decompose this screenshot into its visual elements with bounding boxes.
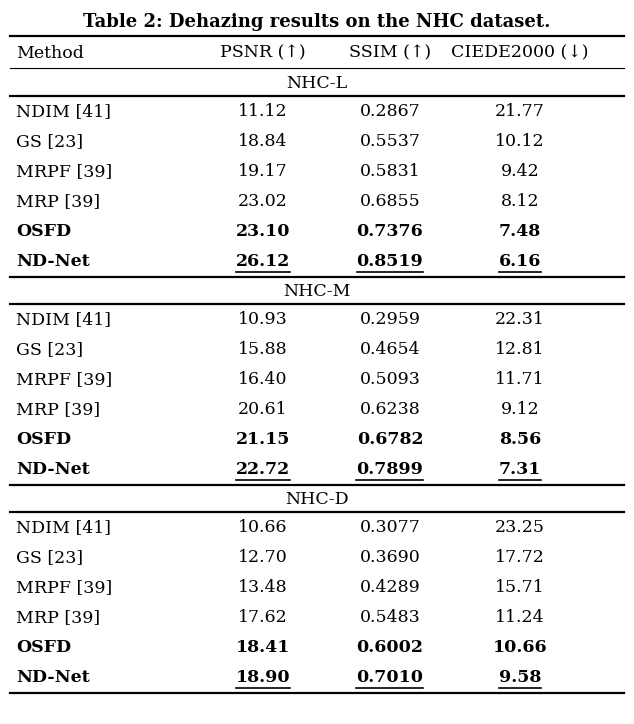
Text: 11.24: 11.24 bbox=[495, 610, 545, 626]
Text: 9.58: 9.58 bbox=[499, 670, 541, 686]
Text: 17.62: 17.62 bbox=[238, 610, 288, 626]
Text: 10.12: 10.12 bbox=[495, 133, 545, 151]
Text: 0.4289: 0.4289 bbox=[359, 579, 420, 597]
Text: 0.2867: 0.2867 bbox=[359, 104, 420, 120]
Text: 23.02: 23.02 bbox=[238, 193, 288, 211]
Text: 21.15: 21.15 bbox=[236, 432, 290, 448]
Text: NDIM [41]: NDIM [41] bbox=[16, 104, 111, 120]
Text: 0.6238: 0.6238 bbox=[359, 402, 420, 418]
Text: NDIM [41]: NDIM [41] bbox=[16, 311, 111, 329]
Text: 0.5537: 0.5537 bbox=[359, 133, 420, 151]
Text: 9.12: 9.12 bbox=[500, 402, 540, 418]
Text: OSFD: OSFD bbox=[16, 639, 71, 657]
Text: 18.84: 18.84 bbox=[238, 133, 288, 151]
Text: 0.2959: 0.2959 bbox=[359, 311, 420, 329]
Text: 15.88: 15.88 bbox=[238, 342, 288, 358]
Text: 11.12: 11.12 bbox=[238, 104, 288, 120]
Text: ND-Net: ND-Net bbox=[16, 461, 89, 479]
Text: PSNR (↑): PSNR (↑) bbox=[220, 44, 306, 62]
Text: 19.17: 19.17 bbox=[238, 164, 288, 180]
Text: GS [23]: GS [23] bbox=[16, 550, 83, 566]
Text: 18.41: 18.41 bbox=[236, 639, 290, 657]
Text: 0.5483: 0.5483 bbox=[359, 610, 420, 626]
Text: 23.10: 23.10 bbox=[236, 224, 290, 240]
Text: CIEDE2000 (↓): CIEDE2000 (↓) bbox=[451, 44, 588, 62]
Text: GS [23]: GS [23] bbox=[16, 342, 83, 358]
Text: SSIM (↑): SSIM (↑) bbox=[349, 44, 431, 62]
Text: 23.25: 23.25 bbox=[495, 520, 545, 536]
Text: 12.70: 12.70 bbox=[238, 550, 288, 566]
Text: 21.77: 21.77 bbox=[495, 104, 545, 120]
Text: MRP [39]: MRP [39] bbox=[16, 610, 100, 626]
Text: 22.72: 22.72 bbox=[236, 461, 290, 479]
Text: MRPF [39]: MRPF [39] bbox=[16, 371, 112, 389]
Text: 7.31: 7.31 bbox=[499, 461, 541, 479]
Text: 20.61: 20.61 bbox=[238, 402, 288, 418]
Text: 9.42: 9.42 bbox=[500, 164, 540, 180]
Text: 0.6855: 0.6855 bbox=[359, 193, 420, 211]
Text: 0.7010: 0.7010 bbox=[356, 670, 424, 686]
Text: 0.5093: 0.5093 bbox=[359, 371, 420, 389]
Text: 0.4654: 0.4654 bbox=[359, 342, 420, 358]
Text: 6.16: 6.16 bbox=[499, 253, 541, 271]
Text: ND-Net: ND-Net bbox=[16, 670, 89, 686]
Text: 10.66: 10.66 bbox=[238, 520, 288, 536]
Text: 0.6002: 0.6002 bbox=[356, 639, 424, 657]
Text: NHC-M: NHC-M bbox=[283, 282, 351, 300]
Text: NHC-D: NHC-D bbox=[285, 490, 349, 508]
Text: 26.12: 26.12 bbox=[236, 253, 290, 271]
Text: 18.90: 18.90 bbox=[236, 670, 290, 686]
Text: GS [23]: GS [23] bbox=[16, 133, 83, 151]
Text: MRPF [39]: MRPF [39] bbox=[16, 579, 112, 597]
Text: 0.8519: 0.8519 bbox=[356, 253, 424, 271]
Text: NHC-L: NHC-L bbox=[287, 75, 347, 91]
Text: MRP [39]: MRP [39] bbox=[16, 402, 100, 418]
Text: 22.31: 22.31 bbox=[495, 311, 545, 329]
Text: 0.7376: 0.7376 bbox=[356, 224, 424, 240]
Text: 16.40: 16.40 bbox=[238, 371, 288, 389]
Text: ND-Net: ND-Net bbox=[16, 253, 89, 271]
Text: 0.3077: 0.3077 bbox=[359, 520, 420, 536]
Text: 13.48: 13.48 bbox=[238, 579, 288, 597]
Text: 8.56: 8.56 bbox=[499, 432, 541, 448]
Text: 7.48: 7.48 bbox=[499, 224, 541, 240]
Text: 0.3690: 0.3690 bbox=[359, 550, 420, 566]
Text: OSFD: OSFD bbox=[16, 224, 71, 240]
Text: MRP [39]: MRP [39] bbox=[16, 193, 100, 211]
Text: Method: Method bbox=[16, 44, 84, 62]
Text: MRPF [39]: MRPF [39] bbox=[16, 164, 112, 180]
Text: 0.6782: 0.6782 bbox=[357, 432, 423, 448]
Text: 10.66: 10.66 bbox=[493, 639, 547, 657]
Text: 12.81: 12.81 bbox=[495, 342, 545, 358]
Text: Table 2: Dehazing results on the NHC dataset.: Table 2: Dehazing results on the NHC dat… bbox=[83, 13, 551, 31]
Text: OSFD: OSFD bbox=[16, 432, 71, 448]
Text: NDIM [41]: NDIM [41] bbox=[16, 520, 111, 536]
Text: 0.7899: 0.7899 bbox=[356, 461, 424, 479]
Text: 17.72: 17.72 bbox=[495, 550, 545, 566]
Text: 15.71: 15.71 bbox=[495, 579, 545, 597]
Text: 8.12: 8.12 bbox=[501, 193, 539, 211]
Text: 11.71: 11.71 bbox=[495, 371, 545, 389]
Text: 0.5831: 0.5831 bbox=[359, 164, 420, 180]
Text: 10.93: 10.93 bbox=[238, 311, 288, 329]
